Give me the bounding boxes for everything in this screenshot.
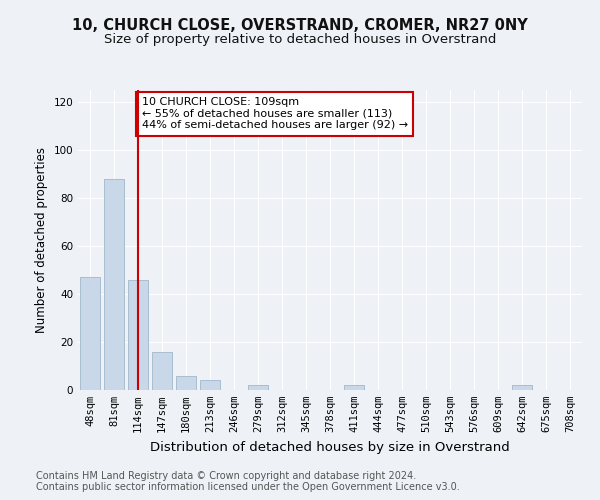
X-axis label: Distribution of detached houses by size in Overstrand: Distribution of detached houses by size … <box>150 440 510 454</box>
Bar <box>248 385 268 390</box>
Text: Contains HM Land Registry data © Crown copyright and database right 2024.
Contai: Contains HM Land Registry data © Crown c… <box>36 471 460 492</box>
Text: 10 CHURCH CLOSE: 109sqm
← 55% of detached houses are smaller (113)
44% of semi-d: 10 CHURCH CLOSE: 109sqm ← 55% of detache… <box>142 97 408 130</box>
Bar <box>152 352 172 390</box>
Bar <box>80 277 100 390</box>
Bar <box>128 280 148 390</box>
Bar <box>512 385 532 390</box>
Bar <box>200 380 220 390</box>
Y-axis label: Number of detached properties: Number of detached properties <box>35 147 48 333</box>
Bar <box>344 385 364 390</box>
Text: Size of property relative to detached houses in Overstrand: Size of property relative to detached ho… <box>104 32 496 46</box>
Text: 10, CHURCH CLOSE, OVERSTRAND, CROMER, NR27 0NY: 10, CHURCH CLOSE, OVERSTRAND, CROMER, NR… <box>72 18 528 32</box>
Bar <box>104 179 124 390</box>
Bar <box>176 376 196 390</box>
